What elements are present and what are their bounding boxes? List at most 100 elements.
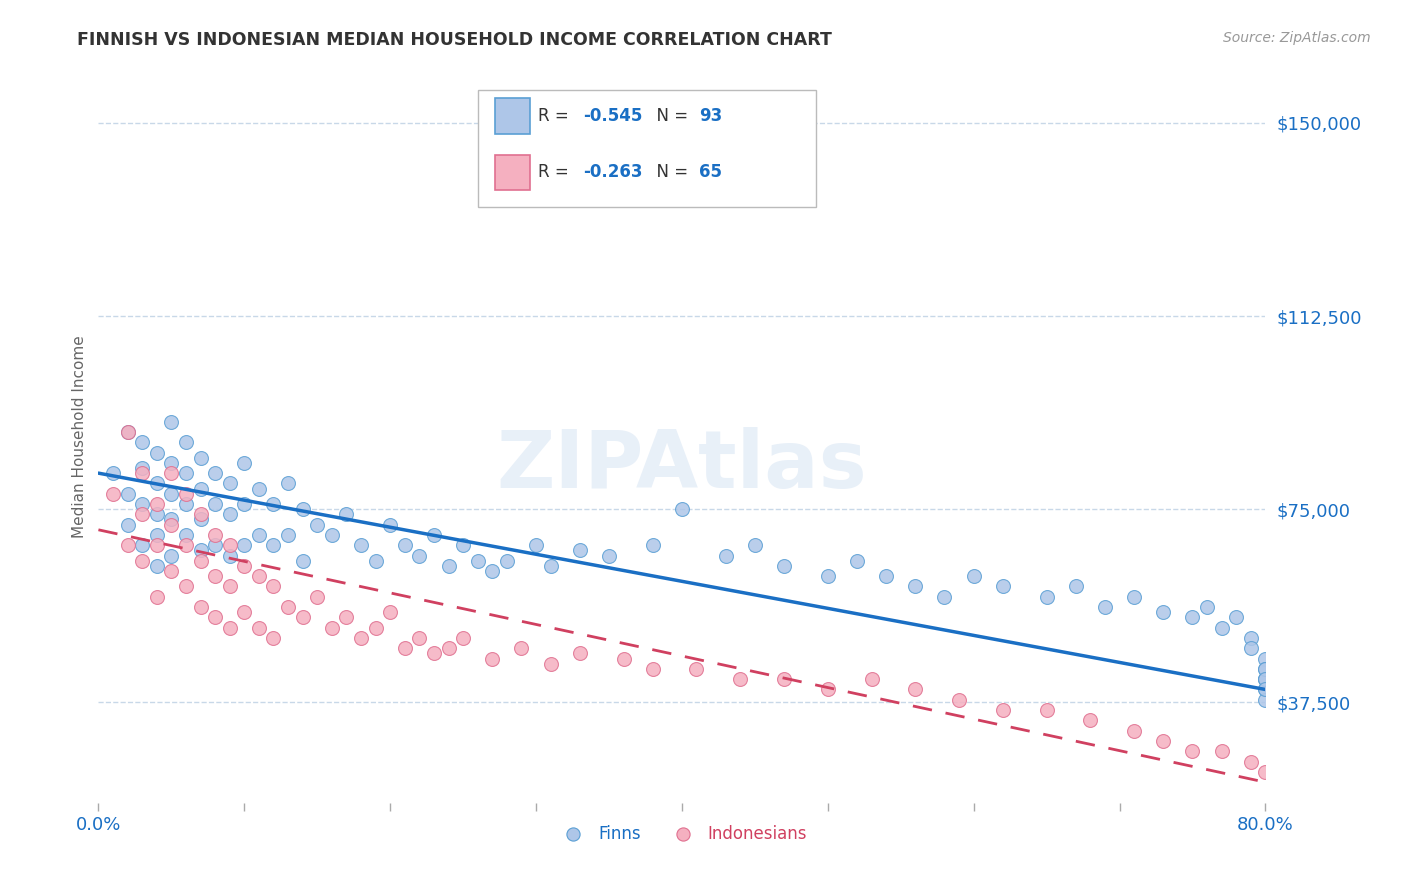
Y-axis label: Median Household Income: Median Household Income	[72, 335, 87, 539]
Point	[146, 508, 169, 522]
Point	[1211, 621, 1233, 635]
Text: R =: R =	[538, 107, 575, 125]
Point	[247, 569, 270, 583]
Point	[218, 538, 240, 552]
FancyBboxPatch shape	[495, 98, 530, 134]
Point	[773, 558, 796, 573]
Point	[1195, 600, 1218, 615]
Point	[190, 450, 212, 465]
Point	[190, 512, 212, 526]
Point	[190, 543, 212, 558]
Point	[437, 641, 460, 656]
Point	[335, 508, 357, 522]
Point	[962, 569, 984, 583]
Point	[1254, 764, 1277, 779]
Point	[307, 590, 329, 604]
Point	[540, 657, 562, 671]
Point	[204, 466, 226, 480]
Point	[394, 641, 416, 656]
Text: 93: 93	[699, 107, 723, 125]
Point	[233, 558, 256, 573]
FancyBboxPatch shape	[495, 154, 530, 190]
Point	[190, 600, 212, 615]
Point	[117, 517, 139, 532]
Point	[131, 435, 153, 450]
Point	[408, 549, 430, 563]
Text: ZIPAtlas: ZIPAtlas	[496, 427, 868, 506]
Point	[1080, 714, 1102, 728]
Point	[481, 564, 503, 578]
Point	[904, 682, 927, 697]
Point	[247, 621, 270, 635]
Text: -0.263: -0.263	[582, 163, 643, 181]
Point	[335, 610, 357, 624]
Point	[204, 569, 226, 583]
Point	[568, 543, 591, 558]
Point	[262, 579, 284, 593]
Text: Source: ZipAtlas.com: Source: ZipAtlas.com	[1223, 31, 1371, 45]
Point	[598, 549, 620, 563]
Point	[1240, 755, 1263, 769]
Point	[247, 482, 270, 496]
Point	[117, 487, 139, 501]
Point	[160, 512, 183, 526]
Point	[101, 487, 124, 501]
Point	[277, 528, 299, 542]
Point	[174, 487, 197, 501]
Point	[277, 600, 299, 615]
Point	[160, 456, 183, 470]
Point	[773, 672, 796, 686]
Point	[380, 605, 402, 619]
Point	[568, 647, 591, 661]
Text: FINNISH VS INDONESIAN MEDIAN HOUSEHOLD INCOME CORRELATION CHART: FINNISH VS INDONESIAN MEDIAN HOUSEHOLD I…	[77, 31, 832, 49]
Point	[423, 528, 446, 542]
Point	[641, 538, 664, 552]
Point	[860, 672, 883, 686]
Point	[467, 554, 489, 568]
Point	[262, 497, 284, 511]
Point	[190, 508, 212, 522]
Point	[146, 528, 169, 542]
Point	[1123, 723, 1146, 738]
Point	[190, 482, 212, 496]
Point	[262, 538, 284, 552]
Point	[321, 621, 343, 635]
Point	[350, 538, 373, 552]
Point	[277, 476, 299, 491]
Point	[714, 549, 737, 563]
Point	[364, 621, 387, 635]
Point	[934, 590, 956, 604]
Point	[146, 558, 169, 573]
Point	[218, 621, 240, 635]
Point	[233, 538, 256, 552]
Point	[540, 558, 562, 573]
Point	[321, 528, 343, 542]
Point	[307, 517, 329, 532]
Point	[817, 569, 839, 583]
Point	[991, 703, 1014, 717]
Point	[350, 631, 373, 645]
Point	[730, 672, 752, 686]
Point	[131, 461, 153, 475]
Point	[1181, 744, 1204, 758]
Point	[510, 641, 533, 656]
Point	[1254, 651, 1277, 665]
Point	[1035, 703, 1057, 717]
Point	[174, 538, 197, 552]
Point	[174, 528, 197, 542]
Point	[904, 579, 927, 593]
Point	[1211, 744, 1233, 758]
Point	[1181, 610, 1204, 624]
Point	[204, 538, 226, 552]
Point	[233, 456, 256, 470]
Point	[101, 466, 124, 480]
Point	[1240, 641, 1263, 656]
Point	[131, 554, 153, 568]
Legend: Finns, Indonesians: Finns, Indonesians	[550, 818, 814, 849]
Point	[1152, 605, 1174, 619]
Point	[612, 651, 634, 665]
Point	[1254, 672, 1277, 686]
Point	[671, 502, 693, 516]
Point	[1254, 693, 1277, 707]
Point	[875, 569, 897, 583]
